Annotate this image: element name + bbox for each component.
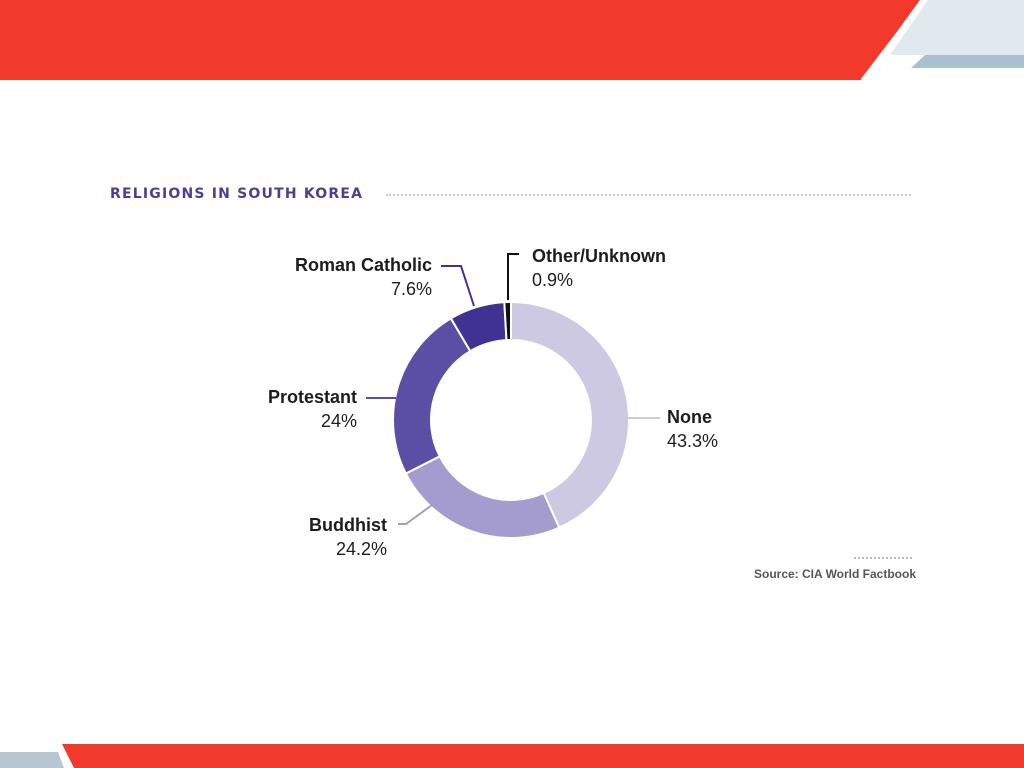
title-dotted-rule bbox=[386, 194, 911, 196]
source-note: Source: CIA World Factbook bbox=[754, 567, 917, 581]
label-value: 24.2% bbox=[335, 539, 387, 559]
label-name: None bbox=[667, 407, 712, 427]
chart-title: RELIGIONS IN SOUTH KOREA bbox=[110, 186, 364, 202]
leader-roman-catholic bbox=[441, 265, 475, 307]
label-name: Roman Catholic bbox=[294, 255, 432, 275]
label-value: 7.6% bbox=[390, 279, 432, 299]
leader-other-unknown bbox=[507, 253, 519, 300]
bottom-accent bbox=[0, 752, 64, 768]
donut-slice-other-unknown bbox=[503, 300, 512, 342]
label-value: 24% bbox=[320, 411, 357, 431]
bottom-banner bbox=[62, 744, 1024, 768]
label-other-unknown: Other/Unknown 0.9% bbox=[532, 244, 666, 292]
label-protestant: Protestant 24% bbox=[200, 385, 357, 433]
source-dotted-rule bbox=[854, 557, 912, 559]
top-banner bbox=[0, 0, 920, 80]
top-accent-blue bbox=[911, 55, 1024, 68]
top-stripe bbox=[860, 0, 925, 81]
label-name: Protestant bbox=[267, 387, 357, 407]
donut-slice-buddhist bbox=[404, 454, 561, 539]
donut-slices bbox=[392, 300, 630, 539]
label-name: Buddhist bbox=[309, 515, 387, 535]
label-none: None 43.3% bbox=[667, 405, 718, 453]
label-value: 0.9% bbox=[532, 270, 574, 290]
donut-slice-none bbox=[510, 300, 630, 530]
label-buddhist: Buddhist 24.2% bbox=[230, 513, 387, 561]
top-accent-light bbox=[890, 0, 1024, 55]
leader-buddhist bbox=[398, 504, 433, 525]
donut-slice-protestant bbox=[392, 317, 472, 475]
label-value: 43.3% bbox=[667, 431, 719, 451]
label-roman-catholic: Roman Catholic 7.6% bbox=[260, 253, 432, 301]
leader-lines bbox=[366, 253, 660, 525]
label-name: Other/Unknown bbox=[532, 246, 666, 266]
